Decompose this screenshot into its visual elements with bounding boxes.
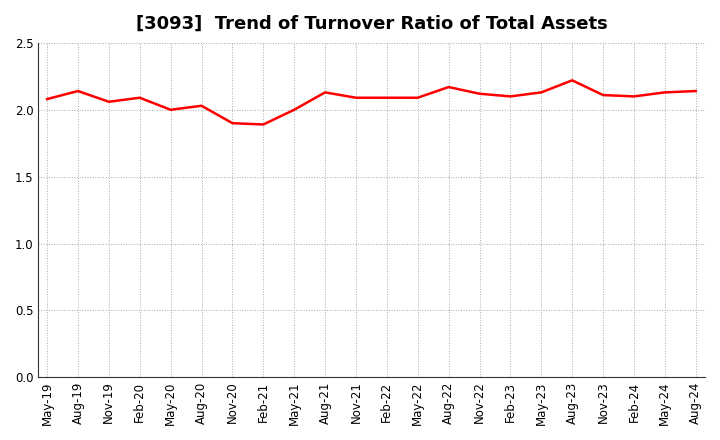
Title: [3093]  Trend of Turnover Ratio of Total Assets: [3093] Trend of Turnover Ratio of Total … [135,15,607,33]
